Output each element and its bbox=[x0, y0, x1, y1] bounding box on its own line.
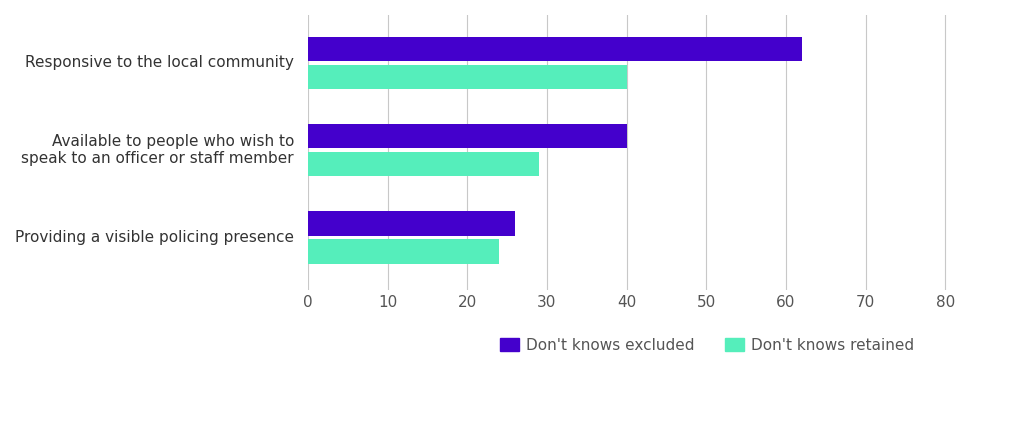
Bar bbox=[308, 65, 627, 89]
Bar bbox=[308, 37, 802, 61]
Bar bbox=[308, 124, 627, 148]
Legend: Don't knows excluded, Don't knows retained: Don't knows excluded, Don't knows retain… bbox=[495, 332, 921, 359]
Bar bbox=[308, 152, 539, 176]
Bar bbox=[308, 239, 499, 263]
Bar bbox=[308, 211, 515, 236]
